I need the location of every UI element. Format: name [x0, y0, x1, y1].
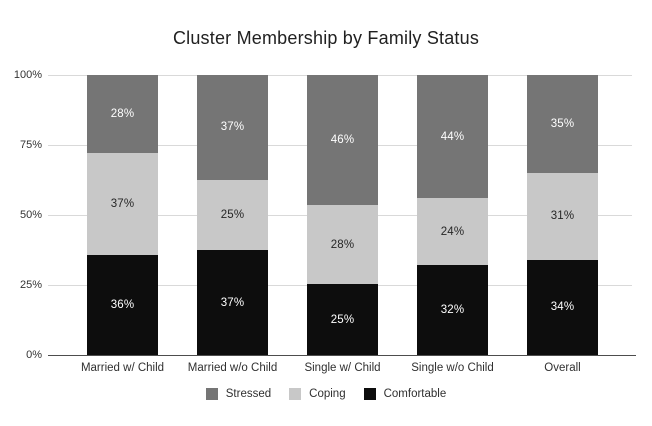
plot-area: 36% 37% 28% 37% 25% 37% 25% 28% 46% 32% 24% 44% 34% 3…	[48, 75, 636, 356]
data-label: 31%	[550, 210, 575, 223]
y-tick-label: 100%	[13, 68, 42, 81]
x-axis-line	[48, 355, 636, 356]
category-label: Single w/o Child	[411, 362, 494, 374]
legend-swatch-icon	[205, 388, 218, 400]
bar-segment-comfortable[interactable]: 36%	[87, 255, 158, 355]
bar-segment-coping[interactable]: 24%	[417, 198, 488, 266]
data-label: 34%	[550, 301, 575, 314]
data-label: 37%	[110, 197, 135, 210]
y-tick-label: 75%	[19, 138, 42, 151]
y-tick-label: 50%	[19, 208, 42, 221]
data-label: 36%	[110, 299, 135, 312]
bar-segment-stressed[interactable]: 46%	[307, 75, 378, 206]
legend-label: Coping	[309, 388, 346, 400]
data-label: 25%	[330, 313, 355, 326]
y-tick-label: 25%	[19, 278, 42, 291]
legend: Stressed Coping Comfortable	[0, 388, 652, 400]
data-label: 35%	[550, 118, 575, 131]
legend-item-stressed[interactable]: Stressed	[205, 388, 272, 400]
data-label: 28%	[110, 107, 135, 120]
legend-item-comfortable[interactable]: Comfortable	[363, 388, 447, 400]
bar-3[interactable]: 25% 28% 46%	[307, 75, 378, 355]
bar-segment-stressed[interactable]: 35%	[527, 75, 598, 174]
bar-4[interactable]: 32% 24% 44%	[417, 75, 488, 355]
bar-segment-stressed[interactable]: 37%	[197, 75, 268, 180]
category-label: Married w/o Child	[187, 362, 278, 374]
data-label: 37%	[220, 296, 245, 309]
bar-segment-stressed[interactable]: 28%	[87, 75, 158, 153]
category-label: Single w/ Child	[304, 362, 381, 374]
legend-swatch-icon	[289, 388, 302, 400]
bar-segment-coping[interactable]: 37%	[87, 152, 158, 256]
data-label: 46%	[330, 134, 355, 147]
bar-segment-comfortable[interactable]: 32%	[417, 265, 488, 355]
bar-segment-comfortable[interactable]: 25%	[307, 284, 378, 355]
data-label: 24%	[440, 225, 465, 238]
legend-item-coping[interactable]: Coping	[289, 388, 346, 400]
data-label: 25%	[220, 209, 245, 221]
bar-1[interactable]: 36% 37% 28%	[87, 75, 158, 355]
bar-segment-comfortable[interactable]: 37%	[197, 250, 268, 355]
bar-segment-stressed[interactable]: 44%	[417, 75, 488, 199]
bar-segment-coping[interactable]: 28%	[307, 205, 378, 285]
category-label: Overall	[544, 362, 581, 374]
data-label: 32%	[440, 304, 465, 317]
data-label: 37%	[220, 121, 245, 134]
bar-segment-comfortable[interactable]: 34%	[527, 259, 598, 355]
data-label: 28%	[330, 238, 355, 251]
legend-swatch-icon	[363, 388, 376, 400]
bar-5[interactable]: 34% 31% 35%	[527, 75, 598, 355]
legend-label: Comfortable	[383, 388, 447, 400]
bar-2[interactable]: 37% 25% 37%	[197, 75, 268, 355]
bar-segment-coping[interactable]: 31%	[527, 173, 598, 260]
chart-title: Cluster Membership by Family Status	[172, 28, 480, 48]
data-label: 44%	[440, 130, 465, 143]
legend-label: Stressed	[225, 388, 272, 400]
bar-segment-coping[interactable]: 25%	[197, 179, 268, 251]
category-label: Married w/ Child	[80, 362, 165, 374]
y-tick-label: 0%	[26, 348, 42, 361]
